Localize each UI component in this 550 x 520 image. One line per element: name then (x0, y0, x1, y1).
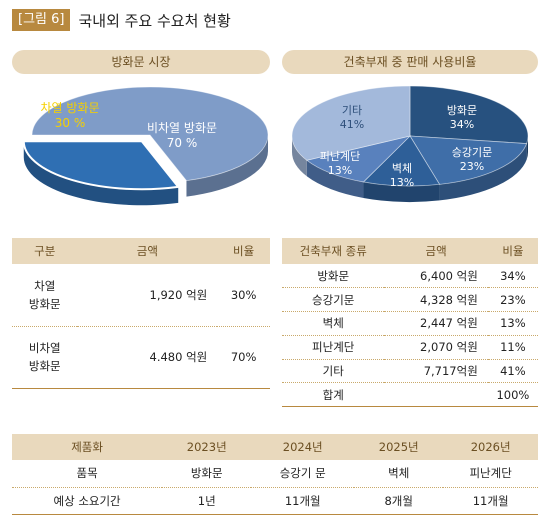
table-cell-type: 기타 (282, 359, 385, 384)
table-cell-ratio: 34% (487, 264, 538, 289)
column-header: 비율 (217, 238, 270, 264)
pie-slice-side (526, 136, 528, 160)
table-cell: 예상 소요기간 (12, 487, 163, 515)
slice-value-label: 13% (328, 164, 352, 177)
table-cell-amount: 1,920 억원 (77, 264, 218, 327)
column-header: 2023년 (162, 434, 252, 460)
table-cell: 피난계단 (443, 460, 538, 488)
table-cell-ratio: 100% (487, 382, 538, 408)
cell-text: 방화문 (28, 296, 61, 311)
table-cell-type: 합계 (282, 382, 385, 408)
table-cell: 11개월 (251, 487, 355, 515)
pie-slice-side (292, 136, 307, 177)
pie-slice (409, 135, 528, 185)
slice-label: 방화문 (447, 104, 477, 117)
table-cell-amount: 7,717억원 (384, 359, 488, 384)
table-cell-ratio: 70% (217, 326, 270, 389)
schedule-table: 제품화 2023년 2024년 2025년 2026년 품목 방화문 승강기 문… (12, 434, 538, 515)
market-pie-title: 방화문 시장 (12, 50, 270, 74)
column-header: 건축부재 종류 (282, 238, 385, 264)
table-row: 방화문 6,400 억원 34% (282, 264, 538, 289)
table-row: 피난계단 2,070 억원 11% (282, 335, 538, 360)
table-row: 승강기문 4,328 억원 23% (282, 287, 538, 313)
pie-slice-side (439, 143, 527, 201)
table-cell-amount: 4.480 억원 (77, 326, 218, 389)
table-cell: 11개월 (443, 487, 538, 515)
table-header-row: 건축부재 종류 금액 비율 (282, 238, 538, 264)
slice-label: 승강기문 (452, 146, 492, 159)
cell-text: 방화문 (28, 359, 61, 373)
table-cell-ratio: 23% (487, 287, 538, 313)
cell-text: 차열 (34, 278, 56, 293)
column-header: 2026년 (443, 434, 538, 460)
slice-label: 벽체 (392, 162, 412, 175)
slice-value-label: 23% (460, 160, 484, 173)
slice-value-label: 34% (450, 118, 474, 131)
table-cell-amount (384, 382, 488, 408)
column-header: 비율 (487, 238, 538, 264)
table-cell-amount: 4,328 억원 (384, 287, 488, 313)
pie-slice-side (306, 160, 364, 198)
pie-slice (291, 85, 411, 161)
table-cell-amount: 6,400 억원 (384, 264, 488, 289)
pie-slice (31, 86, 269, 182)
parts-pie-title: 건축부재 중 판매 사용비율 (282, 50, 538, 74)
table-header-row: 구분 금액 비율 (12, 238, 270, 264)
table-cell: 방화문 (162, 460, 252, 488)
figure-title: 국내외 주요 수요처 현황 (78, 11, 231, 30)
table-cell-ratio: 41% (487, 359, 538, 384)
slice-label: 차열 방화문 (40, 101, 99, 115)
cell-text: 비차열 (28, 341, 61, 355)
column-header: 금액 (384, 238, 488, 264)
table-row: 벽체 2,447 억원 13% (282, 311, 538, 336)
table-cell-ratio: 30% (217, 264, 270, 327)
table-row: 예상 소요기간 1년 11개월 8개월 11개월 (12, 487, 538, 515)
table-cell-type: 벽체 (282, 311, 385, 336)
table-cell: 승강기 문 (251, 460, 355, 488)
table-cell-ratio: 13% (487, 311, 538, 336)
pie-slice-side (363, 181, 440, 202)
table-cell-type: 방화문 (282, 264, 385, 289)
pie-slice (305, 135, 412, 183)
market-table: 구분 금액 비율 차열 방화문 1,920 억원 30% 비차열 방화문 4.480… (12, 238, 270, 389)
slice-value-label: 41% (340, 118, 364, 131)
table-cell-type: 피난계단 (282, 335, 385, 360)
pie-slice (22, 140, 181, 191)
figure-header: [그림 6] 국내외 주요 수요처 현황 (12, 8, 231, 32)
column-header: 금액 (77, 238, 218, 264)
slice-value-label: 30 % (55, 116, 86, 130)
slice-label: 비차열 방화문 (147, 121, 217, 135)
table-cell-amount: 2,070 억원 (384, 335, 488, 360)
table-cell: 8개월 (354, 487, 444, 515)
column-header: 제품화 (12, 434, 163, 460)
slice-value-label: 13% (390, 176, 414, 189)
column-header: 구분 (12, 238, 78, 264)
pie-slice (409, 85, 529, 144)
table-cell-type: 승강기문 (282, 287, 385, 313)
table-cell: 벽체 (354, 460, 444, 488)
table-row-total: 합계 100% (282, 382, 538, 408)
table-cell-amount: 2,447 억원 (384, 311, 488, 336)
slice-label: 기타 (342, 104, 362, 117)
slice-label: 피난계단 (320, 150, 360, 163)
parts-table: 건축부재 종류 금액 비율 방화문 6,400 억원 34% 승강기문 4,32… (282, 238, 538, 408)
pie-slice-side (186, 135, 268, 197)
figure-label: [그림 6] (12, 9, 71, 31)
slice-value-label: 70 % (167, 136, 198, 150)
column-header: 2025년 (354, 434, 444, 460)
column-header: 2024년 (251, 434, 355, 460)
table-cell: 품목 (12, 460, 163, 488)
table-cell: 1년 (162, 487, 252, 515)
table-header-row: 제품화 2023년 2024년 2025년 2026년 (12, 434, 538, 460)
table-row: 품목 방화문 승강기 문 벽체 피난계단 (12, 460, 538, 488)
table-cell-ratio: 11% (487, 335, 538, 360)
table-row: 기타 7,717억원 41% (282, 359, 538, 384)
pie-slice (362, 135, 441, 187)
